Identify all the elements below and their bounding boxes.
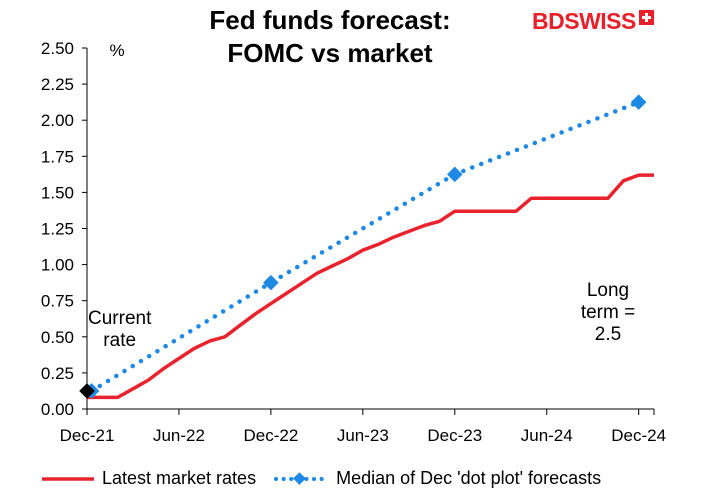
annotation-long-term-line1: Long [586,280,630,301]
y-tick-label: 2.00 [41,111,74,130]
brand-logo-part1: BD [532,8,565,34]
series-marker-dot-plot [447,166,463,183]
brand-logo: BD SWISS [532,8,654,35]
chart-title-line1: Fed funds forecast: [209,5,451,35]
x-tick-label: Jun-24 [521,426,573,445]
legend-label-dot-plot: Median of Dec 'dot plot' forecasts [336,468,602,488]
y-tick-label: 0.50 [41,328,74,347]
x-tick-label: Dec-23 [427,426,482,445]
series-marker-dot-plot [630,94,647,110]
y-tick-label: 0.75 [41,292,74,311]
y-tick-label: 1.25 [41,220,74,239]
series-line-dot-plot [89,99,641,394]
annotation-long-term: Long term = 2.5 [572,280,644,346]
annotation-long-term-line3: 2.5 [594,324,622,345]
x-tick-label: Dec-24 [611,426,666,445]
y-tick-label: 1.00 [41,256,74,275]
y-tick-label: 2.50 [41,39,74,58]
legend-item-market: Latest market rates [40,468,256,489]
x-tick-label: Dec-21 [60,426,115,445]
annotation-long-term-line2: term = [580,302,636,323]
legend-swatch-dot-plot [274,471,331,485]
y-tick-label: 1.75 [41,147,74,166]
y-tick-label: 0.00 [41,400,74,419]
y-tick-label: 0.25 [41,364,74,383]
y-axis-unit-label: % [109,41,124,60]
legend-swatch-market [42,476,94,481]
annotation-current-rate-line1: Current [88,308,152,329]
x-tick-label: Dec-22 [243,426,298,445]
chart-title: Fed funds forecast: FOMC vs market [180,4,480,70]
x-tick-label: Jun-22 [153,426,205,445]
chart-title-line2: FOMC vs market [227,38,433,68]
annotation-current-rate-line2: rate [103,330,137,351]
y-tick-label: 1.50 [41,183,74,202]
brand-logo-part2: SWISS [564,8,636,34]
series-line-market-rates [87,173,654,400]
annotation-current-rate: Current rate [88,308,151,352]
legend-label-market: Latest market rates [102,468,257,488]
x-tick-label: Jun-23 [337,426,389,445]
brand-cross-icon [638,10,654,25]
y-tick-label: 2.25 [41,75,74,94]
chart-legend: Latest market rates Median of Dec 'dot p… [40,468,619,489]
legend-item-dot-plot: Median of Dec 'dot plot' forecasts [274,468,601,489]
